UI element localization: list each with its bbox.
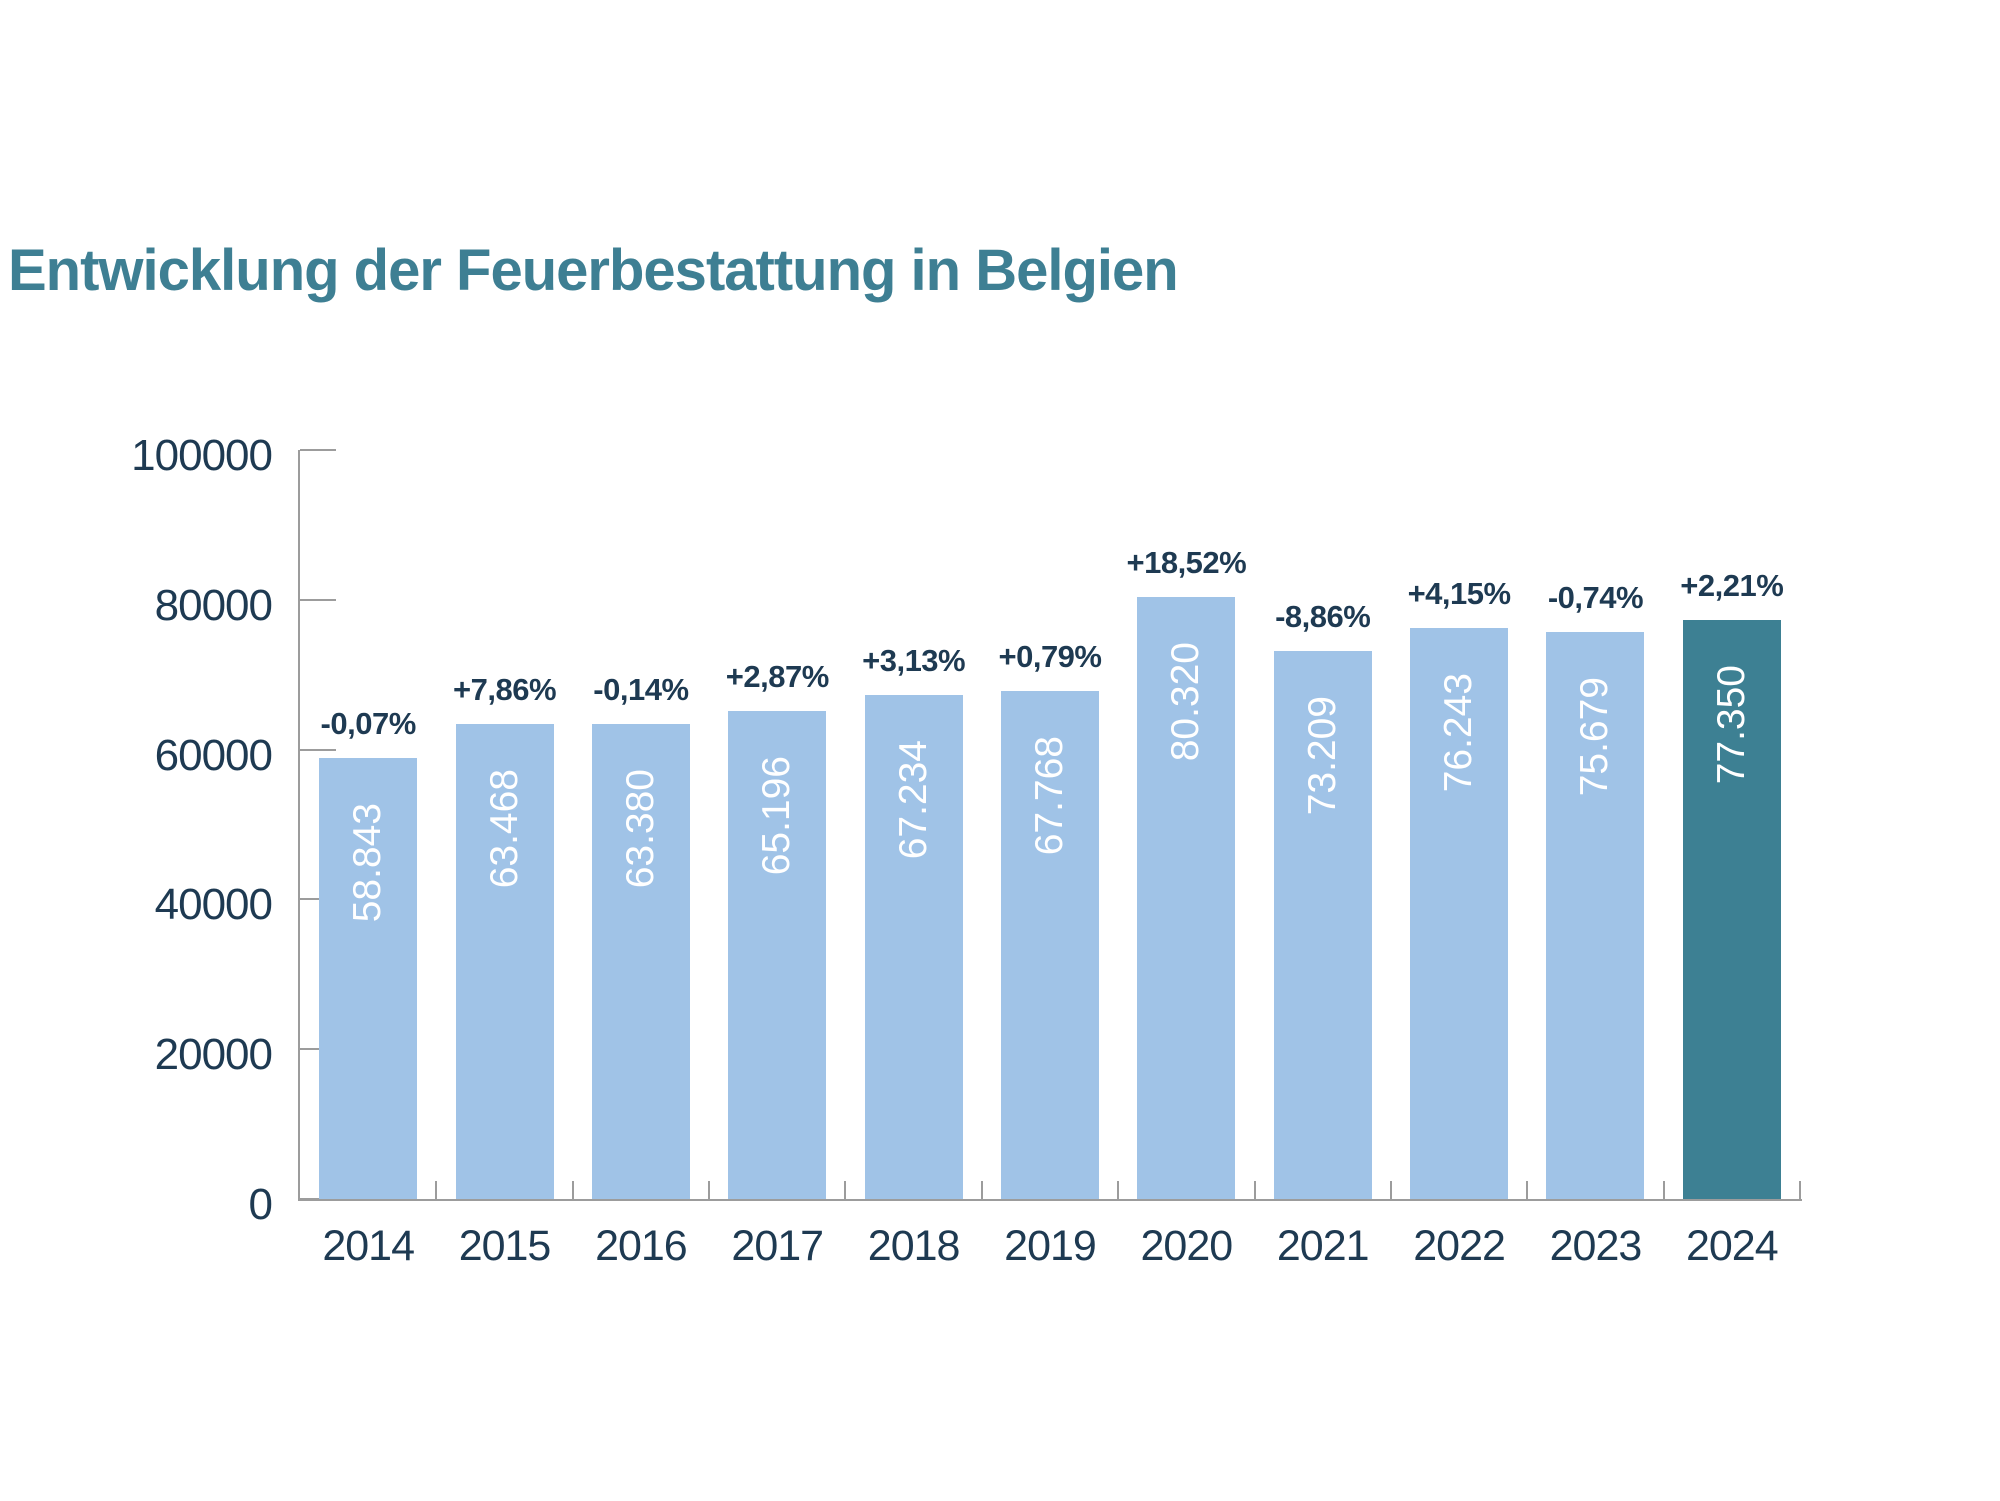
bar-value-label: 80.320 (1164, 642, 1208, 762)
y-tick-label: 0 (248, 1180, 273, 1229)
bar: 76.243 (1410, 627, 1509, 1199)
x-category-label: 2023 (1549, 1222, 1643, 1270)
pct-change-label: +2,87% (725, 658, 830, 694)
y-tick-label: 100000 (131, 431, 273, 480)
bar: 63.468 (455, 723, 554, 1199)
bar: 80.320 (1137, 597, 1236, 1199)
x-tick (1117, 1181, 1120, 1199)
bar: 67.234 (864, 695, 963, 1199)
x-tick (571, 1181, 574, 1199)
y-tick-label: 20000 (154, 1030, 273, 1080)
bar-value-label: 77.350 (1709, 664, 1753, 784)
y-tick-label: 40000 (154, 880, 273, 930)
y-axis-line (298, 450, 300, 1201)
x-tick (435, 1181, 438, 1199)
y-tick (300, 1048, 336, 1051)
y-tick (300, 598, 336, 601)
bar-value-label: 73.209 (1300, 695, 1344, 815)
pct-change-label: +18,52% (1126, 545, 1247, 581)
bar-value-label: 63.380 (618, 769, 662, 889)
y-tick (300, 449, 336, 451)
x-category-label: 2014 (322, 1222, 415, 1270)
pct-change-label: +3,13% (862, 643, 966, 679)
x-tick (1253, 1181, 1256, 1199)
bar: 75.679 (1546, 632, 1645, 1199)
pct-change-label: -8,86% (1275, 598, 1371, 634)
y-tick (300, 898, 336, 901)
x-category-label: 2016 (595, 1222, 688, 1270)
chart-title: Entwicklung der Feuerbestattung in Belgi… (8, 238, 1179, 303)
bar: 67.768 (1001, 691, 1099, 1199)
bar: 73.209 (1273, 650, 1372, 1199)
x-axis-line (300, 1199, 1802, 1201)
x-tick (980, 1181, 983, 1199)
x-category-label: 2017 (731, 1222, 824, 1270)
bar-value-label: 58.843 (346, 803, 390, 923)
x-tick (1799, 1181, 1801, 1199)
pct-change-label: -0,74% (1547, 580, 1644, 616)
x-category-label: 2019 (1004, 1222, 1097, 1270)
bar-value-label: 65.196 (755, 755, 799, 875)
x-category-label: 2021 (1276, 1222, 1370, 1270)
bar: 77.350 (1682, 619, 1781, 1199)
y-tick-label: 60000 (154, 730, 273, 780)
y-tick (300, 1198, 336, 1200)
x-category-label: 2022 (1413, 1222, 1506, 1270)
x-tick (1662, 1181, 1665, 1199)
bar: 65.196 (728, 710, 827, 1199)
bar-value-label: 63.468 (482, 768, 526, 888)
y-tick-label: 80000 (154, 580, 273, 630)
pct-change-label: +7,86% (453, 671, 557, 707)
pct-change-label: +2,21% (1680, 567, 1784, 603)
pct-change-label: -0,14% (593, 672, 689, 708)
pct-change-label: +4,15% (1407, 575, 1512, 611)
bar-value-label: 75.679 (1573, 677, 1617, 797)
x-category-label: 2018 (867, 1222, 961, 1270)
x-tick (1526, 1181, 1529, 1199)
bar-value-label: 67.768 (1028, 736, 1071, 856)
bar: 63.380 (591, 724, 690, 1199)
x-category-label: 2024 (1685, 1222, 1779, 1270)
x-category-label: 2020 (1140, 1222, 1234, 1270)
x-tick (1389, 1181, 1392, 1199)
x-tick (708, 1181, 711, 1199)
pct-change-label: -0,07% (320, 706, 417, 742)
bar-value-label: 67.234 (891, 740, 935, 860)
bar-value-label: 76.243 (1437, 672, 1481, 793)
bar: 58.843 (319, 758, 418, 1199)
x-tick (844, 1181, 847, 1199)
x-category-label: 2015 (458, 1222, 552, 1270)
y-tick (300, 748, 336, 751)
pct-change-label: +0,79% (998, 639, 1102, 675)
